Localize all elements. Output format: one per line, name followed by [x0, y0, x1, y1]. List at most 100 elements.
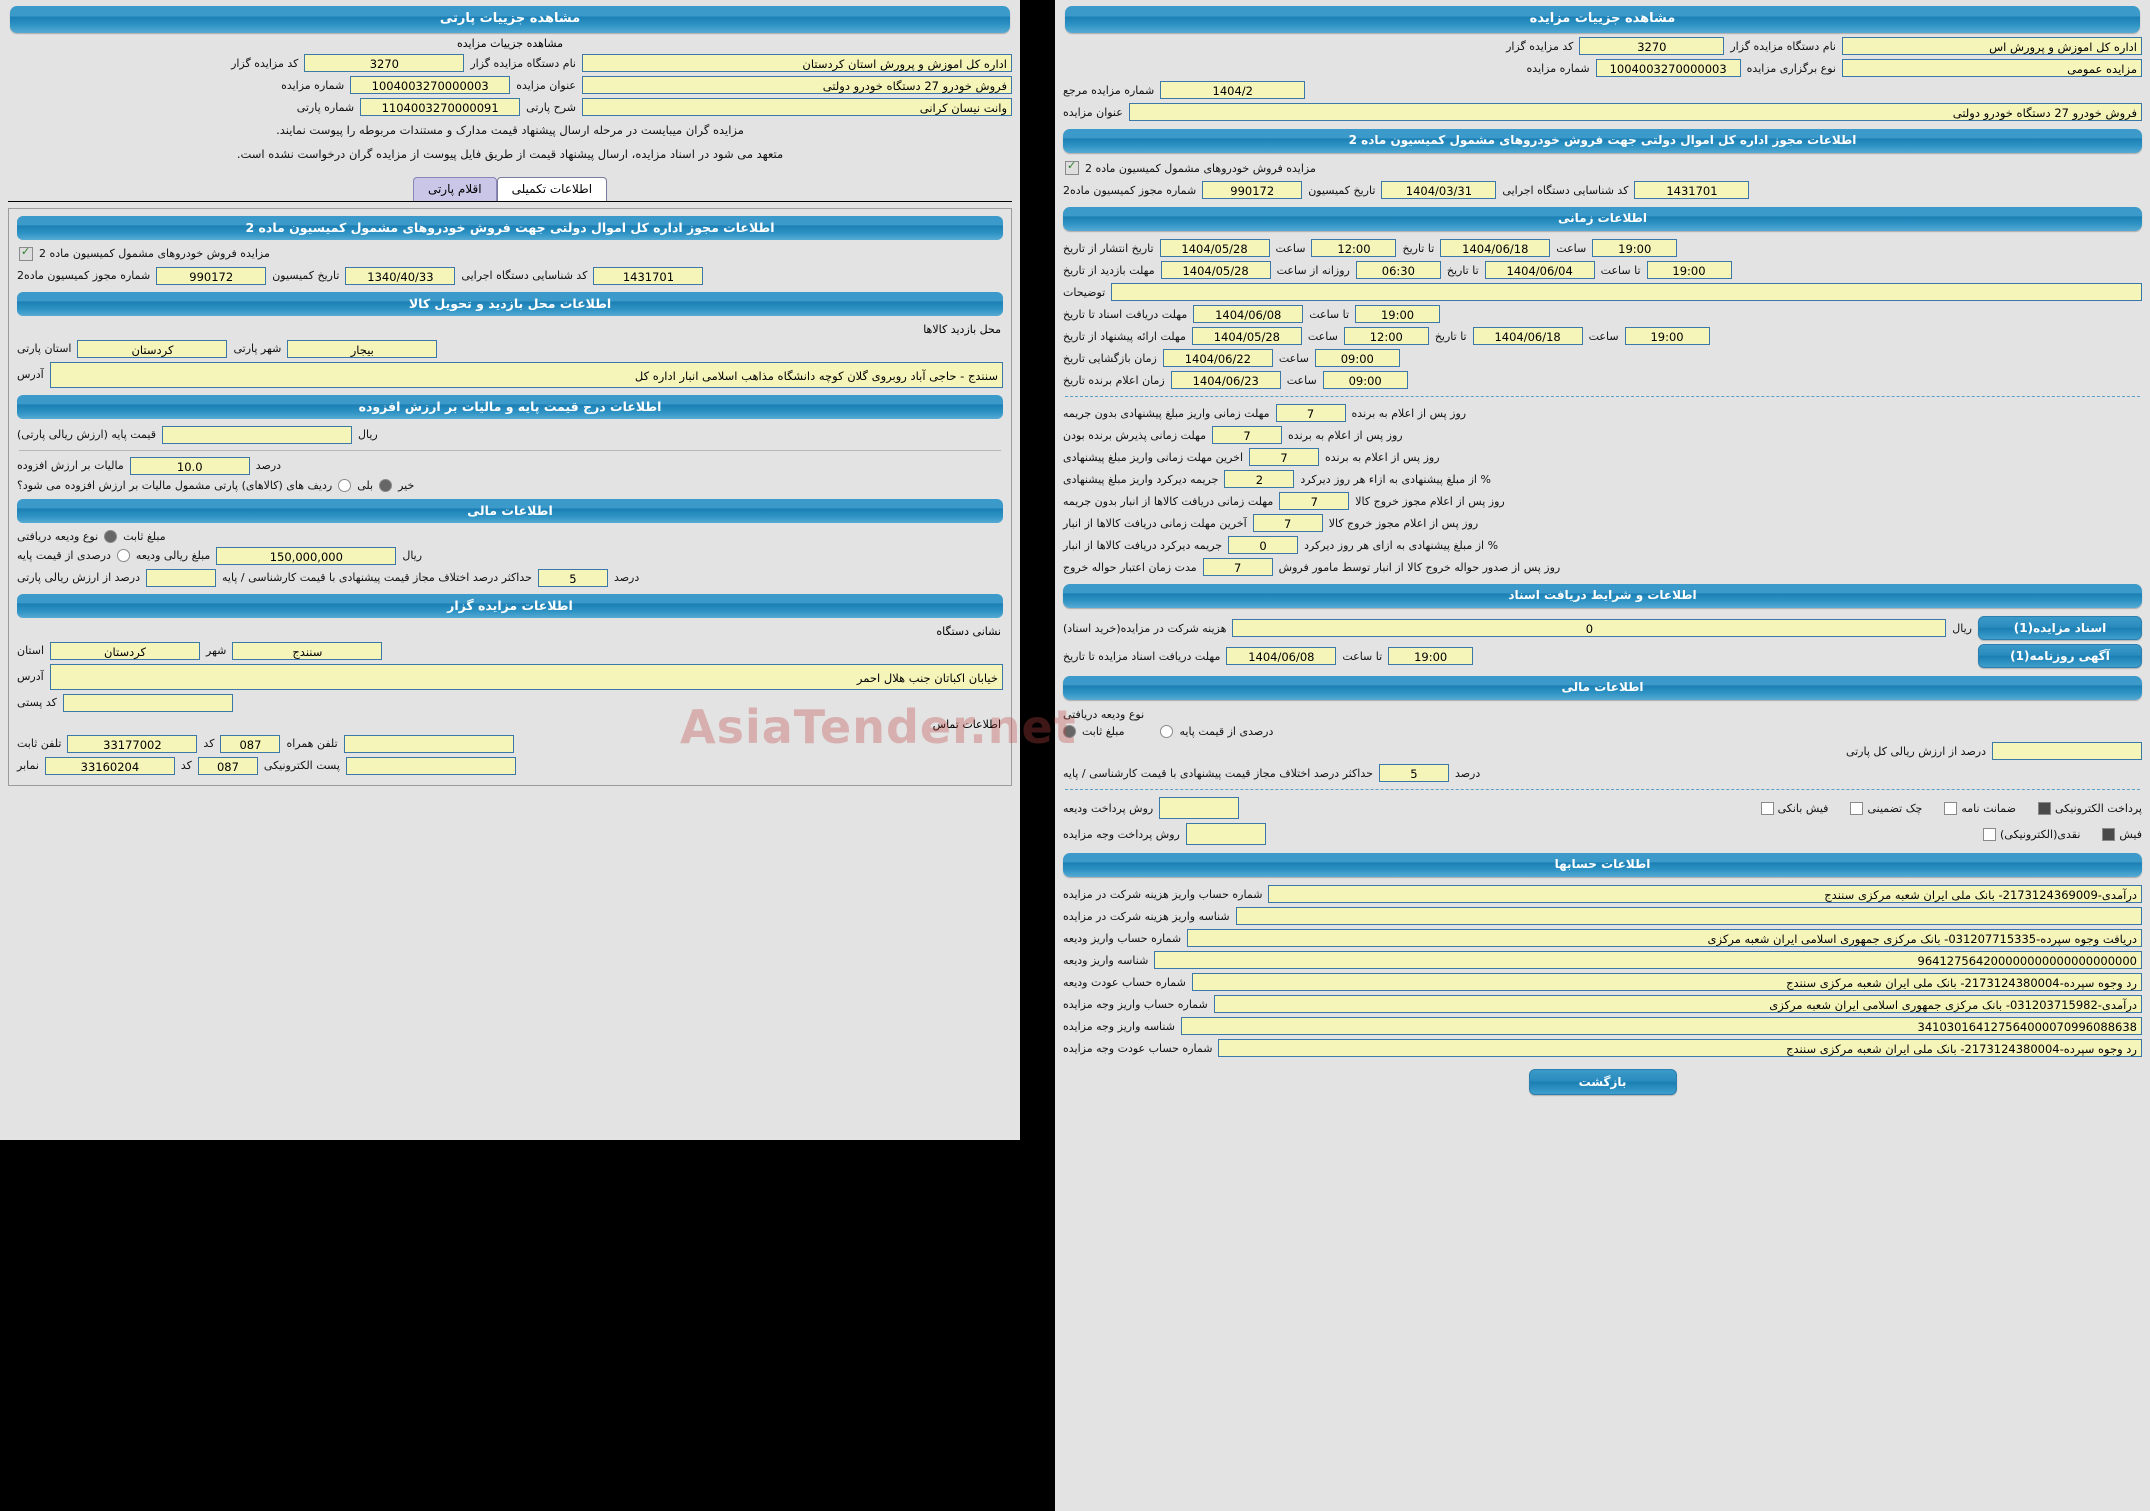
deadline-value-field[interactable]: 0 — [1228, 536, 1299, 555]
bid-to-time-field[interactable]: 19:00 — [1624, 327, 1710, 346]
publish-to-date-field[interactable]: 1404/06/18 — [1440, 239, 1551, 258]
visit-date-field[interactable]: 1404/05/28 — [1160, 261, 1271, 280]
fax-field[interactable]: 33160204 — [44, 756, 175, 775]
base-price-field[interactable] — [162, 425, 352, 444]
doc-deadline-time-field[interactable]: 19:00 — [1355, 305, 1441, 324]
r-permit-no-field[interactable]: 990172 — [1202, 181, 1303, 200]
vat-field[interactable]: 10.0 — [129, 456, 250, 475]
account-value-field[interactable]: درآمدی-031203715982- بانک مرکزی جمهوری ا… — [1213, 995, 2142, 1014]
deadline-value-field[interactable]: 7 — [1279, 492, 1350, 511]
newspaper-ad-button[interactable]: آگهی روزنامه(1) — [1978, 644, 2142, 669]
account-value-field[interactable]: 964127564200000000000000000000 — [1154, 951, 2142, 970]
checkbox-icon[interactable] — [19, 245, 33, 261]
auction-docs-button[interactable]: اسناد مزایده(1) — [1978, 616, 2142, 641]
tab-additional-info[interactable]: اطلاعات تکمیلی — [496, 176, 608, 201]
deposit-method-option[interactable]: فیش بانکی — [1760, 801, 1828, 815]
fee-field[interactable]: 0 — [1232, 619, 1947, 638]
bid-time-field[interactable]: 12:00 — [1343, 327, 1429, 346]
org-city-field[interactable]: سنندج — [232, 641, 383, 660]
r-auction-title-field[interactable]: فروش خودرو 27 دستگاه خودرو دولتی — [1128, 103, 2142, 122]
exec-org-id-field[interactable]: 1431701 — [593, 266, 704, 285]
percent-of-rial-field[interactable] — [146, 568, 216, 587]
postal-code-field[interactable] — [62, 693, 233, 712]
checkbox-icon[interactable] — [1850, 801, 1864, 815]
fax-code-field[interactable]: 087 — [197, 756, 258, 775]
account-value-field[interactable] — [1235, 907, 2142, 926]
auction-title-field[interactable]: فروش خودرو 27 دستگاه خودرو دولتی — [582, 76, 1012, 95]
auction-method-option[interactable]: فیش — [2102, 827, 2142, 841]
party-number-field[interactable]: 1104003270000091 — [360, 98, 521, 117]
checkbox-icon[interactable] — [1944, 801, 1958, 815]
checkbox-icon[interactable] — [1982, 827, 1996, 841]
bid-to-date-field[interactable]: 1404/06/18 — [1472, 327, 1583, 346]
checkbox-icon[interactable] — [2102, 827, 2116, 841]
visit-province-field[interactable]: کردستان — [77, 339, 228, 358]
org-province-field[interactable]: کردستان — [50, 641, 201, 660]
auction-number-field[interactable]: 1004003270000003 — [350, 76, 511, 95]
tel-code-field[interactable]: 087 — [220, 734, 281, 753]
radio-fixed-amount-icon[interactable] — [1063, 725, 1076, 739]
checkbox-icon[interactable] — [2038, 801, 2051, 815]
account-value-field[interactable]: دریافت وجوه سپرده-031207715335- بانک مرک… — [1187, 929, 2142, 948]
docs-deadline-time-field[interactable]: 19:00 — [1388, 647, 1474, 666]
deadline-value-field[interactable]: 7 — [1212, 426, 1283, 445]
r-ref-number-field[interactable]: 1404/2 — [1160, 81, 1306, 100]
r-auction-code-field[interactable]: 3270 — [1579, 37, 1725, 56]
time-desc-field[interactable] — [1111, 283, 2142, 302]
radio-fixed-icon[interactable] — [104, 529, 118, 543]
publish-date-field[interactable]: 1404/05/28 — [1159, 239, 1270, 258]
publish-to-time-field[interactable]: 19:00 — [1592, 239, 1678, 258]
auction-method-option[interactable]: نقدی(الکترونیکی) — [1982, 827, 2080, 841]
r-auction-org-field[interactable]: اداره کل اموزش و پرورش اس — [1842, 37, 2142, 56]
checkbox-icon[interactable] — [1760, 801, 1774, 815]
checkbox-icon[interactable] — [1065, 159, 1079, 176]
open-date-field[interactable]: 1404/06/22 — [1162, 349, 1273, 368]
bid-date-field[interactable]: 1404/05/28 — [1191, 327, 1302, 346]
visit-address-field[interactable]: سنندج - حاجی آباد روبروی گلان کوچه دانشگ… — [49, 361, 1003, 388]
winner-time-field[interactable]: 09:00 — [1322, 371, 1408, 390]
docs-deadline-date-field[interactable]: 1404/06/08 — [1226, 647, 1337, 666]
party-desc-field[interactable]: وانت نیسان کرانی — [582, 98, 1012, 117]
r-maxdiff-field[interactable]: 5 — [1378, 764, 1449, 783]
account-value-field[interactable]: رد وجوه سپرده-2173124380004- بانک ملی ای… — [1191, 973, 2142, 992]
deadline-value-field[interactable]: 7 — [1252, 514, 1323, 533]
account-value-field[interactable]: رد وجوه سپرده-2173124380004- بانک ملی ای… — [1218, 1039, 2142, 1058]
r-commission-date-field[interactable]: 1404/03/31 — [1381, 181, 1497, 200]
maxdiff-field[interactable]: 5 — [537, 568, 608, 587]
r-auction-number-field[interactable]: 1004003270000003 — [1595, 59, 1741, 78]
radio-no-icon[interactable] — [379, 478, 393, 492]
back-button[interactable]: بازگشت — [1528, 1069, 1677, 1096]
deadline-value-field[interactable]: 7 — [1249, 448, 1319, 467]
permit-no-field[interactable]: 990172 — [156, 266, 267, 285]
open-time-field[interactable]: 09:00 — [1314, 349, 1400, 368]
r-percent-rial-field[interactable] — [1992, 742, 2142, 761]
r-exec-org-id-field[interactable]: 1431701 — [1634, 181, 1750, 200]
mobile-field[interactable] — [343, 734, 514, 753]
deposit-method-option[interactable]: پرداخت الکترونیکی — [2038, 801, 2142, 815]
visit-city-field[interactable]: بیجار — [287, 339, 438, 358]
tab-party-items[interactable]: اقلام پارتی — [412, 176, 497, 201]
visit-time-field[interactable]: 06:30 — [1355, 261, 1441, 280]
winner-date-field[interactable]: 1404/06/23 — [1170, 371, 1281, 390]
tel-field[interactable]: 33177002 — [67, 734, 198, 753]
visit-to-date-field[interactable]: 1404/06/04 — [1484, 261, 1595, 280]
account-value-field[interactable]: 341030164127564000070996088638 — [1180, 1017, 2142, 1036]
auction-org-field[interactable]: اداره کل اموزش و پرورش استان کردستان — [582, 54, 1012, 73]
account-value-field[interactable]: درآمدی-2173124369009- بانک ملی ایران شعب… — [1268, 885, 2142, 904]
publish-time-field[interactable]: 12:00 — [1311, 239, 1397, 258]
r-auction-type-field[interactable]: مزایده عمومی — [1842, 59, 2142, 78]
org-address-field[interactable]: خیابان اکباتان جنب هلال احمر — [49, 663, 1003, 690]
deposit-method-option[interactable]: چک تضمینی — [1850, 801, 1922, 815]
radio-percent-base-icon[interactable] — [1160, 725, 1174, 739]
commission-date-field[interactable]: 1340/40/33 — [345, 266, 456, 285]
deposit-method-option[interactable]: ضمانت نامه — [1944, 801, 2016, 815]
deadline-value-field[interactable]: 7 — [1275, 404, 1346, 423]
deposit-amount-field[interactable]: 150,000,000 — [216, 546, 397, 565]
doc-deadline-date-field[interactable]: 1404/06/08 — [1193, 305, 1304, 324]
radio-yes-icon[interactable] — [338, 478, 352, 492]
deadline-value-field[interactable]: 7 — [1202, 558, 1273, 577]
auction-code-field[interactable]: 3270 — [304, 54, 465, 73]
visit-to-time-field[interactable]: 19:00 — [1646, 261, 1732, 280]
deadline-value-field[interactable]: 2 — [1224, 470, 1295, 489]
radio-percent-icon[interactable] — [116, 549, 130, 563]
